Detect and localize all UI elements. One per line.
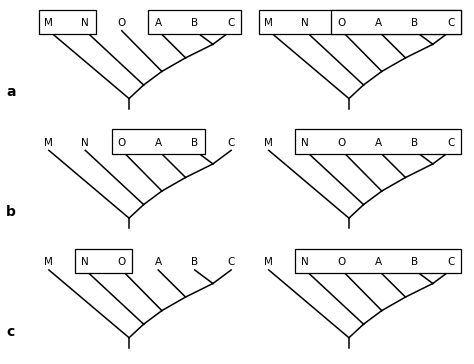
Text: c: c <box>6 325 14 339</box>
Bar <box>75 249 132 273</box>
Bar <box>295 249 461 273</box>
Text: B: B <box>411 138 418 148</box>
Text: B: B <box>411 257 418 267</box>
Text: M: M <box>264 257 273 267</box>
Text: A: A <box>374 138 382 148</box>
Text: A: A <box>374 257 382 267</box>
Text: M: M <box>45 138 53 148</box>
Text: O: O <box>118 138 126 148</box>
Text: M: M <box>264 138 273 148</box>
Text: N: N <box>82 138 89 148</box>
Text: B: B <box>191 138 198 148</box>
Text: B: B <box>191 18 198 28</box>
Text: O: O <box>337 18 346 28</box>
Bar <box>258 9 461 34</box>
Text: A: A <box>155 18 162 28</box>
Text: C: C <box>447 18 455 28</box>
Bar <box>331 9 461 34</box>
Text: C: C <box>447 138 455 148</box>
Text: N: N <box>82 18 89 28</box>
Text: M: M <box>45 18 53 28</box>
Text: B: B <box>411 18 418 28</box>
Text: b: b <box>6 205 16 219</box>
Text: C: C <box>228 18 235 28</box>
Text: M: M <box>264 18 273 28</box>
Text: A: A <box>155 138 162 148</box>
Text: A: A <box>155 257 162 267</box>
Text: O: O <box>337 257 346 267</box>
Text: C: C <box>228 138 235 148</box>
Text: B: B <box>191 257 198 267</box>
Text: C: C <box>228 257 235 267</box>
Text: O: O <box>337 138 346 148</box>
Text: a: a <box>6 86 16 99</box>
Text: N: N <box>301 18 309 28</box>
Text: N: N <box>301 138 309 148</box>
Bar <box>39 9 96 34</box>
Text: C: C <box>447 257 455 267</box>
Bar <box>148 9 241 34</box>
Text: N: N <box>301 257 309 267</box>
Text: O: O <box>118 257 126 267</box>
Text: M: M <box>45 257 53 267</box>
Bar <box>295 129 461 154</box>
Text: A: A <box>374 18 382 28</box>
Bar <box>111 129 205 154</box>
Text: O: O <box>118 18 126 28</box>
Text: N: N <box>82 257 89 267</box>
